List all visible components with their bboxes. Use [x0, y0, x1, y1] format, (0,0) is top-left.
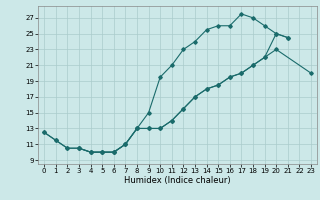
X-axis label: Humidex (Indice chaleur): Humidex (Indice chaleur) [124, 176, 231, 185]
